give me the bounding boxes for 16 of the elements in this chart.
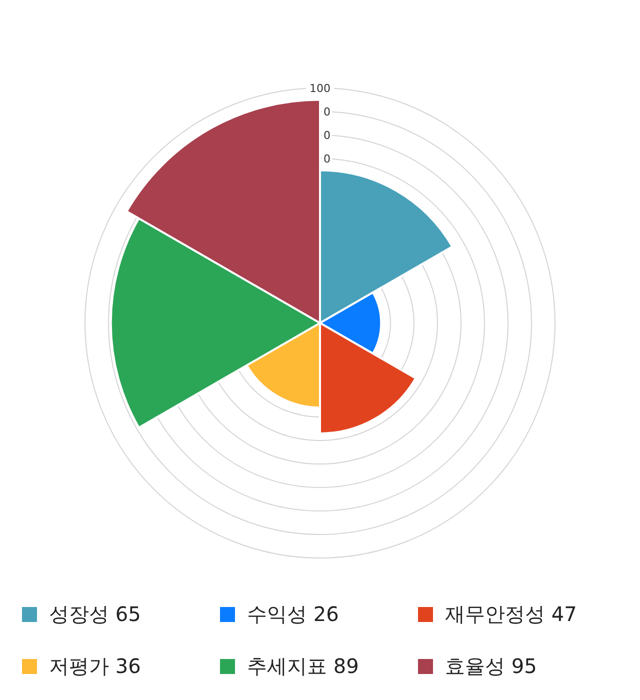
data-label: 65: [115, 602, 141, 626]
category-label: 성장성: [49, 602, 109, 626]
text: 0: [324, 129, 330, 142]
data-label: 89: [333, 654, 359, 678]
data-label: 26: [313, 602, 339, 626]
text: 100: [310, 82, 330, 95]
category-label: 수익성: [247, 602, 307, 626]
category-label: 효율성: [445, 654, 505, 678]
category-label: 재무안정성: [445, 602, 545, 626]
text: 0: [324, 106, 330, 118]
text: 0: [324, 152, 330, 166]
category-label: 저평가: [49, 654, 109, 678]
category-label: 추세지표: [247, 654, 327, 678]
data-label: 36: [115, 654, 141, 678]
data-label: 47: [551, 602, 577, 626]
data-label: 95: [511, 654, 537, 678]
